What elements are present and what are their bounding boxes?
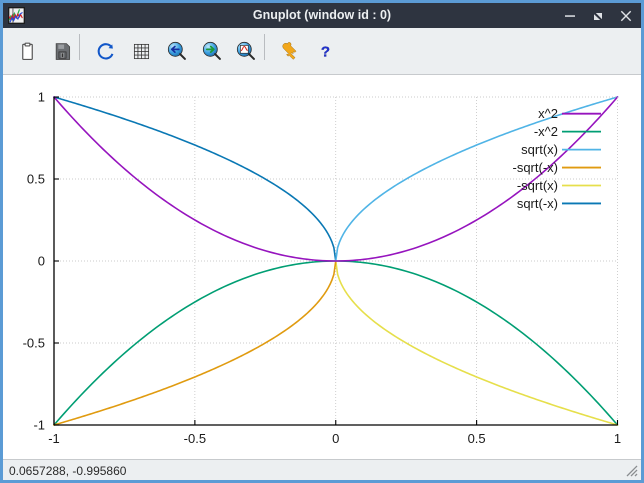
- svg-text:0.5: 0.5: [468, 431, 486, 446]
- svg-text:-0.5: -0.5: [23, 336, 45, 351]
- svg-text:0: 0: [332, 431, 339, 446]
- svg-text:x^2: x^2: [538, 106, 558, 121]
- svg-text:1: 1: [614, 431, 621, 446]
- svg-text:-0.5: -0.5: [184, 431, 206, 446]
- svg-text:-sqrt(-x): -sqrt(-x): [513, 160, 559, 175]
- svg-text:1: 1: [38, 90, 45, 105]
- svg-text:-1: -1: [33, 418, 45, 433]
- svg-text:?: ?: [321, 43, 330, 60]
- svg-text:-sqrt(x): -sqrt(x): [517, 178, 558, 193]
- svg-text:0: 0: [38, 254, 45, 269]
- svg-text:-x^2: -x^2: [534, 124, 558, 139]
- svg-text:-1: -1: [48, 431, 60, 446]
- svg-text:0.5: 0.5: [27, 172, 45, 187]
- svg-text:sqrt(x): sqrt(x): [521, 142, 558, 157]
- svg-text:sqrt(-x): sqrt(-x): [517, 196, 558, 211]
